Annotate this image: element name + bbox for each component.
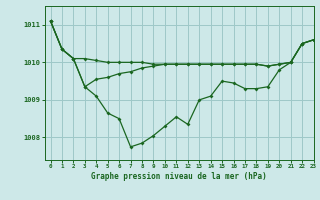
X-axis label: Graphe pression niveau de la mer (hPa): Graphe pression niveau de la mer (hPa) xyxy=(91,172,267,181)
